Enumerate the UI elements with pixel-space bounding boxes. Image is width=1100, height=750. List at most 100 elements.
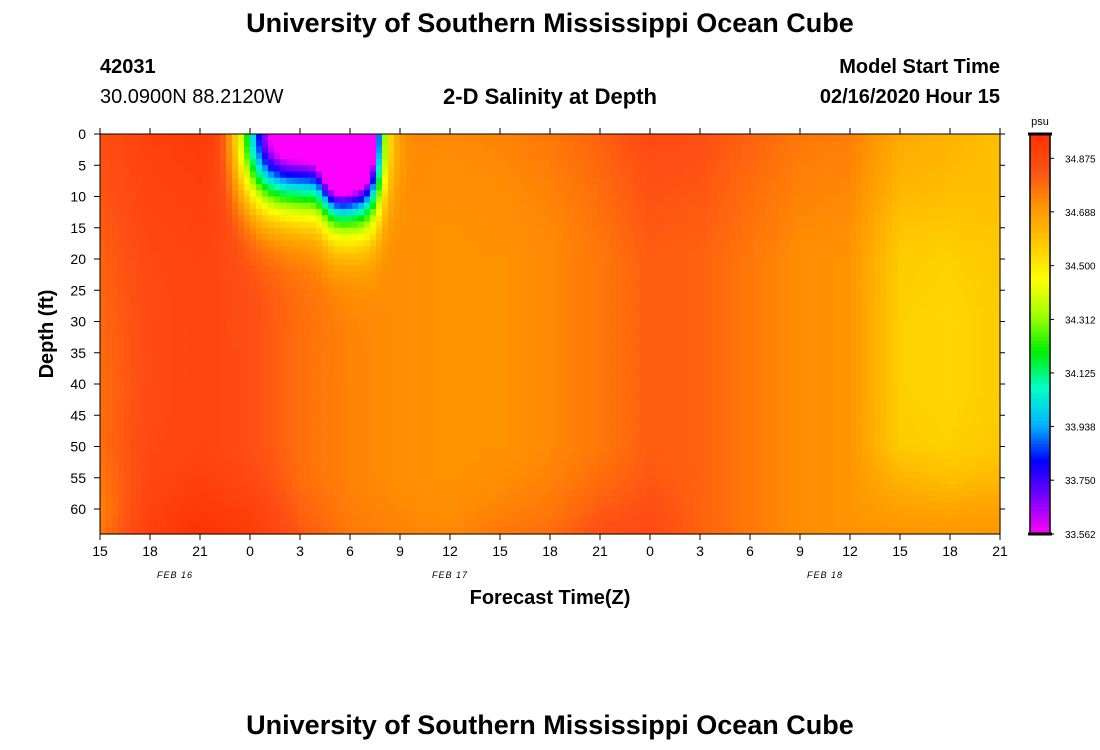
heatmap-cell — [988, 334, 995, 341]
heatmap-cell — [886, 234, 893, 241]
heatmap-cell — [526, 309, 533, 316]
heatmap-cell — [898, 309, 905, 316]
heatmap-cell — [496, 315, 503, 323]
heatmap-cell — [340, 240, 347, 248]
heatmap-cell — [712, 271, 719, 279]
heatmap-cell — [388, 227, 395, 235]
heatmap-cell — [568, 227, 575, 235]
heatmap-cell — [976, 290, 983, 298]
heatmap-cell — [832, 146, 839, 154]
heatmap-cell — [958, 252, 965, 260]
heatmap-cell — [418, 302, 425, 310]
heatmap-cell — [454, 140, 461, 148]
heatmap-cell — [358, 334, 365, 341]
heatmap-cell — [886, 334, 893, 341]
heatmap-cell — [742, 146, 749, 154]
heatmap-cell — [232, 209, 239, 216]
heatmap-cell — [364, 140, 371, 148]
heatmap-cell — [430, 296, 437, 304]
heatmap-cell — [994, 159, 1001, 166]
heatmap-cell — [514, 140, 521, 148]
heatmap-cell — [364, 184, 371, 191]
heatmap-cell — [730, 259, 737, 266]
heatmap-cell — [448, 259, 455, 266]
heatmap-cell — [580, 290, 587, 298]
heatmap-cell — [280, 227, 287, 235]
heatmap-cell — [484, 290, 491, 298]
heatmap-cell — [280, 177, 287, 185]
heatmap-cell — [298, 271, 305, 279]
heatmap-cell — [466, 159, 473, 166]
heatmap-cell — [946, 202, 953, 210]
heatmap-cell — [976, 202, 983, 210]
heatmap-cell — [850, 271, 857, 279]
heatmap-cell — [376, 202, 383, 210]
heatmap-cell — [298, 146, 305, 154]
heatmap-cell — [712, 246, 719, 254]
heatmap-cell — [292, 190, 299, 198]
heatmap-cell — [274, 140, 281, 148]
heatmap-cell — [244, 209, 251, 216]
heatmap-cell — [844, 284, 851, 291]
heatmap-cell — [766, 209, 773, 216]
heatmap-cell — [490, 259, 497, 266]
heatmap-cell — [526, 177, 533, 185]
heatmap-cell — [124, 327, 131, 335]
heatmap-cell — [196, 209, 203, 216]
heatmap-cell — [694, 246, 701, 254]
heatmap-cell — [994, 334, 1001, 341]
heatmap-cell — [178, 190, 185, 198]
heatmap-cell — [556, 302, 563, 310]
heatmap-cell — [718, 146, 725, 154]
heatmap-cell — [928, 265, 935, 273]
heatmap-cell — [982, 327, 989, 335]
heatmap-cell — [820, 240, 827, 248]
heatmap-cell — [838, 221, 845, 229]
heatmap-cell — [688, 227, 695, 235]
heatmap-cell — [742, 284, 749, 291]
heatmap-cell — [196, 140, 203, 148]
heatmap-cell — [844, 146, 851, 154]
heatmap-cell — [130, 277, 137, 285]
heatmap-cell — [580, 309, 587, 316]
heatmap-cell — [172, 290, 179, 298]
heatmap-cell — [808, 315, 815, 323]
heatmap-cell — [526, 252, 533, 260]
heatmap-cell — [820, 265, 827, 273]
heatmap-cell — [694, 296, 701, 304]
heatmap-cell — [340, 296, 347, 304]
heatmap-cell — [304, 290, 311, 298]
heatmap-cell — [892, 321, 899, 329]
heatmap-cell — [922, 246, 929, 254]
heatmap-cell — [460, 309, 467, 316]
heatmap-cell — [544, 134, 551, 141]
heatmap-cell — [394, 159, 401, 166]
heatmap-cell — [766, 221, 773, 229]
heatmap-cell — [916, 327, 923, 335]
heatmap-cell — [736, 284, 743, 291]
heatmap-cell — [730, 202, 737, 210]
heatmap-cell — [106, 240, 113, 248]
heatmap-cell — [268, 171, 275, 179]
salinity-heatmap — [100, 134, 1001, 535]
heatmap-cell — [598, 177, 605, 185]
heatmap-cell — [946, 265, 953, 273]
heatmap-cell — [952, 277, 959, 285]
heatmap-cell — [574, 146, 581, 154]
heatmap-cell — [130, 146, 137, 154]
heatmap-cell — [376, 290, 383, 298]
heatmap-cell — [742, 221, 749, 229]
heatmap-cell — [256, 315, 263, 323]
heatmap-cell — [334, 140, 341, 148]
heatmap-cell — [340, 315, 347, 323]
heatmap-cell — [808, 202, 815, 210]
heatmap-cell — [760, 309, 767, 316]
heatmap-cell — [952, 240, 959, 248]
heatmap-cell — [790, 152, 797, 160]
heatmap-cell — [604, 165, 611, 173]
heatmap-cell — [814, 309, 821, 316]
heatmap-cell — [538, 221, 545, 229]
heatmap-cell — [232, 246, 239, 254]
heatmap-cell — [142, 315, 149, 323]
heatmap-cell — [790, 271, 797, 279]
